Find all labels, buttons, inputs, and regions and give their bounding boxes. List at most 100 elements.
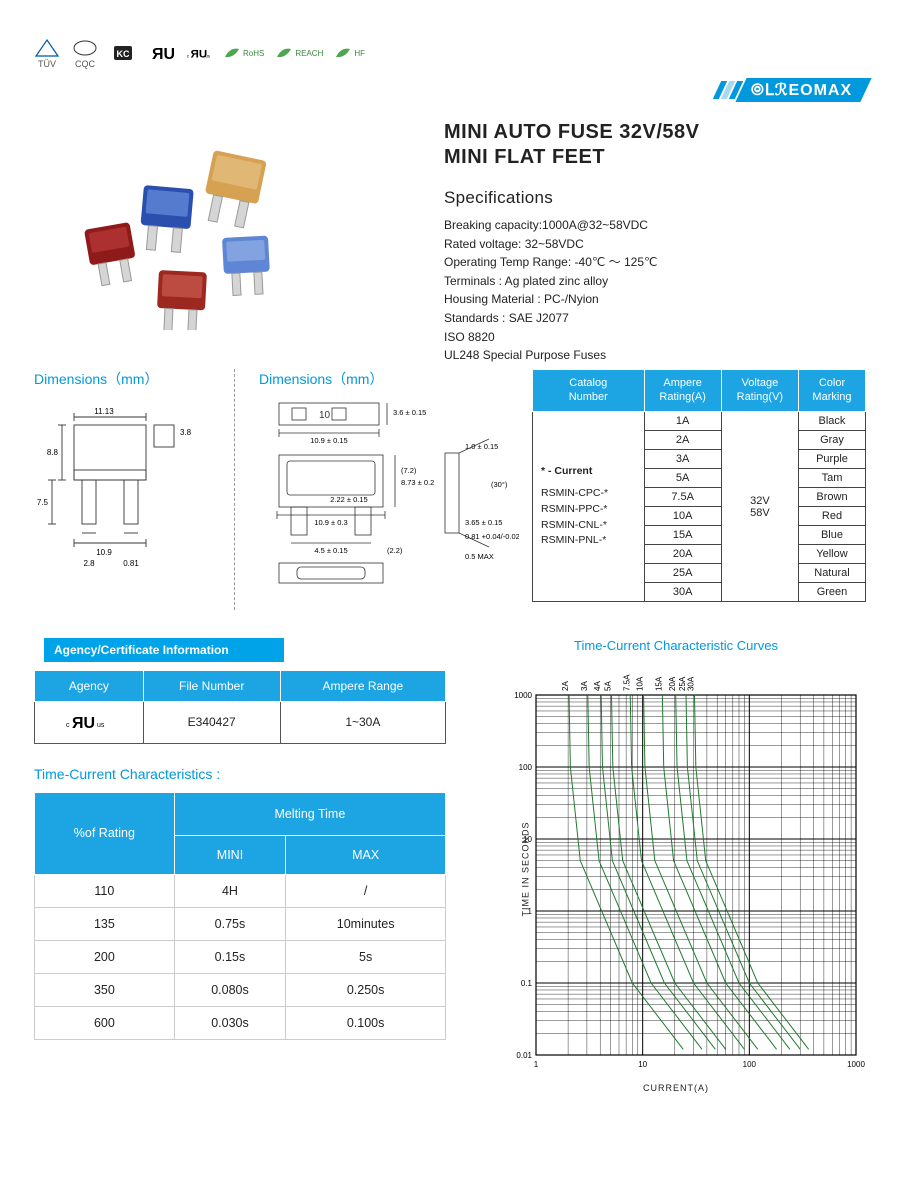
cert-tuv: TÜV (34, 38, 60, 69)
svg-text:1: 1 (534, 1060, 539, 1069)
agency-header: Agency (35, 670, 144, 701)
svg-text:us: us (205, 54, 211, 59)
tc-cell: 10minutes (286, 907, 446, 940)
tc-cell: 135 (35, 907, 175, 940)
specs-heading: Specifications (444, 188, 866, 208)
chart-x-axis-label: CURRENT(A) (486, 1083, 866, 1093)
svg-text:30A: 30A (687, 676, 696, 691)
color-cell: Gray (798, 431, 865, 450)
svg-text:3.6 ± 0.15: 3.6 ± 0.15 (393, 408, 426, 417)
ampere-cell: 15A (644, 526, 721, 545)
svg-text:(30°): (30°) (491, 480, 508, 489)
catalog-table: CatalogNumberAmpereRating(A)VoltageRatin… (532, 369, 866, 603)
spec-line: Operating Temp Range: -40℃ ～ 125℃ (444, 253, 866, 272)
ampere-cell: 3A (644, 450, 721, 469)
svg-text:us: us (97, 722, 105, 729)
svg-text:3.65 ± 0.15: 3.65 ± 0.15 (465, 518, 502, 527)
color-cell: Brown (798, 488, 865, 507)
svg-text:3.8: 3.8 (180, 428, 192, 437)
svg-text:8.8: 8.8 (47, 448, 59, 457)
svg-text:ЯU: ЯU (72, 715, 95, 732)
svg-text:c: c (187, 54, 190, 59)
svg-text:4A: 4A (593, 680, 602, 690)
color-cell: Blue (798, 526, 865, 545)
ampere-cell: 25A (644, 564, 721, 583)
svg-text:2.22 ± 0.15: 2.22 ± 0.15 (330, 495, 367, 504)
svg-text:0.5 MAX: 0.5 MAX (465, 552, 494, 561)
svg-text:2.8: 2.8 (83, 559, 95, 568)
svg-text:8.73 ± 0.2: 8.73 ± 0.2 (401, 478, 434, 487)
tc-cell: 200 (35, 940, 175, 973)
spec-line: Terminals : Ag plated zinc alloy (444, 272, 866, 291)
svg-text:KC: KC (117, 49, 130, 59)
cert-rohs: RoHS (224, 47, 264, 59)
time-current-chart: TIME IN SECONDS 11010010000.010.11101001… (486, 659, 866, 1079)
time-current-heading: Time-Current Characteristics : (34, 766, 446, 782)
tc-cell: 0.75s (174, 907, 285, 940)
svg-text:15A: 15A (654, 676, 663, 691)
svg-text:100: 100 (519, 763, 533, 772)
time-current-table: %of RatingMelting Time MINIMAX 1104H/135… (34, 792, 446, 1040)
svg-text:(2.2): (2.2) (387, 546, 403, 555)
ampere-cell: 5A (644, 469, 721, 488)
svg-text:1.0 ± 0.15: 1.0 ± 0.15 (465, 442, 498, 451)
cert-kc: KC (110, 43, 136, 63)
svg-text:11.13: 11.13 (94, 407, 114, 416)
cert-culus: cЯUus (186, 43, 212, 63)
svg-text:10.9 ± 0.3: 10.9 ± 0.3 (314, 518, 347, 527)
catalog-header: ColorMarking (798, 369, 865, 412)
ampere-cell: 1A (644, 412, 721, 431)
dimensions-heading-2: Dimensions（mm） (259, 369, 522, 389)
tc-cell: 0.250s (286, 973, 446, 1006)
svg-text:10.9: 10.9 (96, 548, 112, 557)
ampere-cell: 30A (644, 583, 721, 602)
svg-text:ЯU: ЯU (152, 46, 174, 63)
spec-line: Standards : SAE J2077 (444, 309, 866, 328)
color-cell: Black (798, 412, 865, 431)
agency-header: File Number (143, 670, 280, 701)
svg-text:0.01: 0.01 (516, 1051, 532, 1060)
cert-hf: HF (335, 47, 365, 59)
tc-cell: 0.15s (174, 940, 285, 973)
product-title: MINI AUTO FUSE 32V/58VMINI FLAT FEET (444, 120, 866, 170)
svg-text:20A: 20A (668, 676, 677, 691)
ampere-cell: 20A (644, 545, 721, 564)
spec-line: Housing Material : PC-/Nyion (444, 290, 866, 309)
svg-text:10A: 10A (636, 676, 645, 691)
svg-text:0.1: 0.1 (521, 979, 533, 988)
dimension-drawing-2: 10 10.9 ± 0.15 3.6 ± 0.15 (259, 395, 519, 605)
svg-text:2A: 2A (561, 680, 570, 690)
chart-heading: Time-Current Characteristic Curves (486, 638, 866, 653)
tc-cell: 5s (286, 940, 446, 973)
svg-text:10: 10 (638, 1060, 647, 1069)
agency-cell-range: 1~30A (280, 701, 445, 743)
catalog-number-cell: * - CurrentRSMIN-CPC-*RSMIN-PPC-*RSMIN-C… (533, 412, 645, 602)
agency-cell-file: E340427 (143, 701, 280, 743)
tc-cell: 350 (35, 973, 175, 1006)
spec-line: UL248 Special Purpose Fuses (444, 346, 866, 365)
color-cell: Green (798, 583, 865, 602)
tc-cell: 0.100s (286, 1006, 446, 1039)
svg-text:100: 100 (743, 1060, 757, 1069)
svg-text:c: c (66, 722, 70, 729)
agency-cell-logo: cЯUus (35, 701, 144, 743)
color-cell: Yellow (798, 545, 865, 564)
dimension-drawing-1: 11.13 8.8 7.5 10.9 2.8 0.81 3.8 (34, 395, 204, 595)
dimensions-heading-1: Dimensions（mm） (34, 369, 224, 389)
svg-text:1000: 1000 (514, 691, 532, 700)
svg-text:7.5: 7.5 (37, 498, 49, 507)
color-cell: Tam (798, 469, 865, 488)
cert-ul: ЯU (148, 43, 174, 63)
tc-cell: / (286, 874, 446, 907)
svg-text:3A: 3A (580, 680, 589, 690)
cert-reach: REACH (276, 47, 323, 59)
svg-text:0.81 +0.04/-0.02: 0.81 +0.04/-0.02 (465, 532, 519, 541)
spec-line: ISO 8820 (444, 328, 866, 347)
svg-text:4.5 ± 0.15: 4.5 ± 0.15 (314, 546, 347, 555)
tc-cell: 110 (35, 874, 175, 907)
svg-text:(7.2): (7.2) (401, 466, 417, 475)
product-photo (34, 120, 334, 340)
voltage-cell: 32V58V (721, 412, 798, 602)
ampere-cell: 2A (644, 431, 721, 450)
agency-header: Ampere Range (280, 670, 445, 701)
